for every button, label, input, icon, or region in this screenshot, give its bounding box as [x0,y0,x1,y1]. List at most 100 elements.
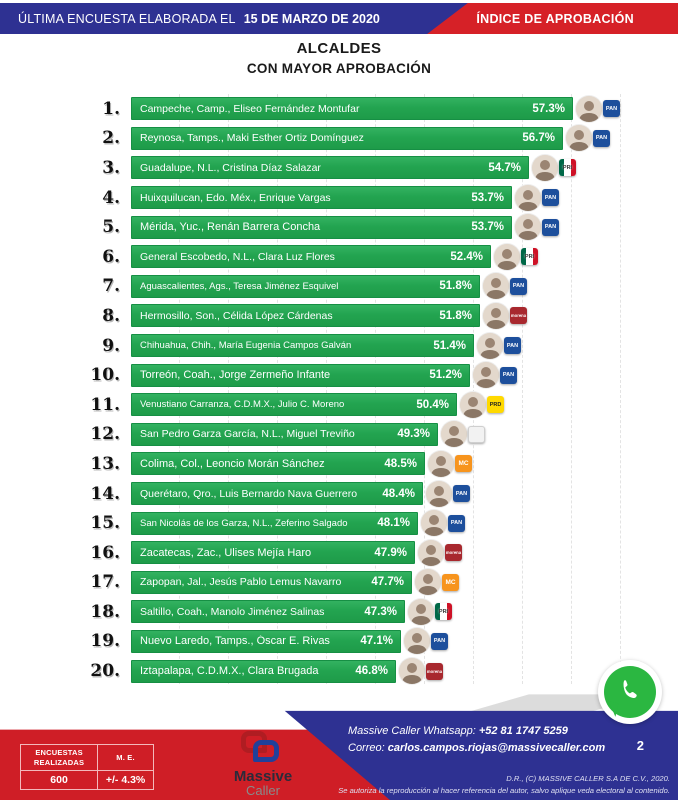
approval-bar: Saltillo, Coah., Manolo Jiménez Salinas … [131,600,405,624]
contact-block: Massive Caller Whatsapp: +52 81 1747 525… [348,723,605,757]
bar-track: Zapopan, Jal., Jesús Pablo Lemus Navarro… [131,569,678,596]
approval-bar: Mérida, Yuc., Renán Barrera Concha 53.7% [131,215,512,239]
person-silhouette-icon [418,539,444,566]
city-candidate-label: Guadalupe, N.L., Cristina Díaz Salazar [140,161,321,174]
candidate-photo [477,332,503,359]
person-silhouette-icon [515,184,541,211]
gridline [326,94,327,684]
email-address[interactable]: carlos.campos.riojas@massivecaller.com [387,742,606,755]
bar-track: Nuevo Laredo, Tamps., Óscar E. Rivas 47.… [131,628,678,655]
ranking-row: 9. Chihuahua, Chih., María Eugenia Campo… [0,331,678,361]
approval-bar: Campeche, Camp., Eliseo Fernández Montuf… [131,97,573,121]
ranking-row: 13. Colima, Col., Leoncio Morán Sánchez … [0,449,678,479]
banner-blue-strip [0,3,468,34]
bar-track: Chihuahua, Chih., María Eugenia Campos G… [131,332,678,359]
bar-track: Querétaro, Qro., Luis Bernardo Nava Guer… [131,480,678,507]
margin-error-value-cell: +/- 4.3% [97,770,154,790]
candidate-photo [426,480,452,507]
city-candidate-label: Campeche, Camp., Eliseo Fernández Montuf… [140,102,360,115]
party-logo-pri: PRI [435,603,452,621]
bar-track: Mérida, Yuc., Renán Barrera Concha 53.7%… [131,214,678,241]
ranking-row: 11. Venustiano Carranza, C.D.M.X., Julio… [0,390,678,420]
bar-track: Guadalupe, N.L., Cristina Díaz Salazar 5… [131,154,678,181]
disclaimer-line: Se autoriza la reproducción al hacer ref… [338,785,670,795]
ranking-row: 6. General Escobedo, N.L., Clara Luz Flo… [0,242,678,272]
approval-value: 51.8% [439,280,472,293]
ranking-row: 14. Querétaro, Qro., Luis Bernardo Nava … [0,479,678,509]
approval-value: 53.7% [471,221,504,234]
party-logo-pan: PAN [453,485,470,503]
title-line-2: CON MAYOR APROBACIÓN [246,61,432,76]
city-candidate-label: Colima, Col., Leoncio Morán Sánchez [140,457,325,470]
ranking-row: 8. Hermosillo, Son., Célida López Cárden… [0,301,678,331]
ranking-row: 20. Iztapalapa, C.D.M.X., Clara Brugada … [0,656,678,686]
city-candidate-label: Huixquilucan, Edo. Méx., Enrique Vargas [140,191,331,204]
ranking-row: 7. Aguascalientes, Ags., Teresa Jiménez … [0,272,678,302]
ranking-row: 12. San Pedro Garza García, N.L., Miguel… [0,420,678,450]
person-silhouette-icon [399,658,425,685]
person-silhouette-icon [576,95,602,122]
approval-value: 47.3% [364,605,397,618]
bar-track: Campeche, Camp., Eliseo Fernández Montuf… [131,95,678,122]
approval-bar: Hermosillo, Son., Célida López Cárdenas … [131,304,480,328]
survey-date-label: ÚLTIMA ENCUESTA ELABORADA EL [18,11,236,26]
person-silhouette-icon [404,628,430,655]
candidate-photo [515,184,541,211]
rank-number: 8. [102,305,120,326]
party-logo-pan: PAN [500,366,517,384]
city-candidate-label: Aguascalientes, Ags., Teresa Jiménez Esq… [140,280,339,292]
person-silhouette-icon [483,273,509,300]
chart-gridlines [130,94,678,684]
speech-bubbles-icon [241,731,285,767]
approval-bar: Colima, Col., Leoncio Morán Sánchez 48.5… [131,452,425,476]
approval-value: 47.1% [360,635,393,648]
bar-track: Saltillo, Coah., Manolo Jiménez Salinas … [131,598,678,625]
person-silhouette-icon [473,362,499,389]
rank-number: 17. [90,572,120,593]
candidate-photo [576,95,602,122]
rank-number: 12. [90,424,120,445]
candidate-photo [441,421,467,448]
rank-number: 9. [102,335,120,356]
ranking-row: 4. Huixquilucan, Edo. Méx., Enrique Varg… [0,183,678,213]
approval-value: 47.9% [374,546,407,559]
person-silhouette-icon [566,125,592,152]
rank-number: 6. [102,246,120,267]
gridline [571,94,572,684]
gridline [522,94,523,684]
approval-bar: Zacatecas, Zac., Ulises Mejía Haro 47.9% [131,541,415,565]
bar-track: Iztapalapa, C.D.M.X., Clara Brugada 46.8… [131,658,678,685]
candidate-photo [415,569,441,596]
person-silhouette-icon [415,569,441,596]
party-logo-pri: PRI [559,159,576,177]
city-candidate-label: San Nicolás de los Garza, N.L., Zeferino… [140,517,348,529]
approval-bar: Iztapalapa, C.D.M.X., Clara Brugada 46.8… [131,659,396,683]
email-label: Correo: [348,742,385,755]
approval-value: 49.3% [397,428,430,441]
approval-bar: Chihuahua, Chih., María Eugenia Campos G… [131,334,474,358]
logo-text-massive: Massive [233,768,293,786]
candidate-photo [532,154,558,181]
city-candidate-label: Saltillo, Coah., Manolo Jiménez Salinas [140,605,325,618]
survey-date-value: 15 DE MARZO DE 2020 [243,11,380,26]
massive-caller-logo: Massive Caller [208,731,318,798]
bar-track: San Nicolás de los Garza, N.L., Zeferino… [131,510,678,537]
city-candidate-label: Torreón, Coah., Jorge Zermeño Infante [140,369,331,382]
legal-block: D.R., (C) MASSIVE CALLER S.A DE C.V., 20… [338,773,670,796]
footer: ENCUESTAS REALIZADAS M. E. 600 +/- 4.3% … [0,690,678,800]
candidate-photo [428,450,454,477]
approval-value: 47.7% [371,576,404,589]
whatsapp-button[interactable] [598,660,662,724]
page-number: 2 [636,738,644,753]
rank-number: 13. [90,453,120,474]
gridline [179,94,180,684]
logo-text-caller: Caller [246,783,280,799]
city-candidate-label: Querétaro, Qro., Luis Bernardo Nava Guer… [140,487,358,500]
approval-bar: San Nicolás de los Garza, N.L., Zeferino… [131,511,418,535]
candidate-photo [418,539,444,566]
rank-number: 10. [90,365,120,386]
ranking-row: 18. Saltillo, Coah., Manolo Jiménez Sali… [0,597,678,627]
approval-value: 51.4% [433,339,466,352]
rank-number: 4. [102,187,120,208]
candidate-photo [399,658,425,685]
